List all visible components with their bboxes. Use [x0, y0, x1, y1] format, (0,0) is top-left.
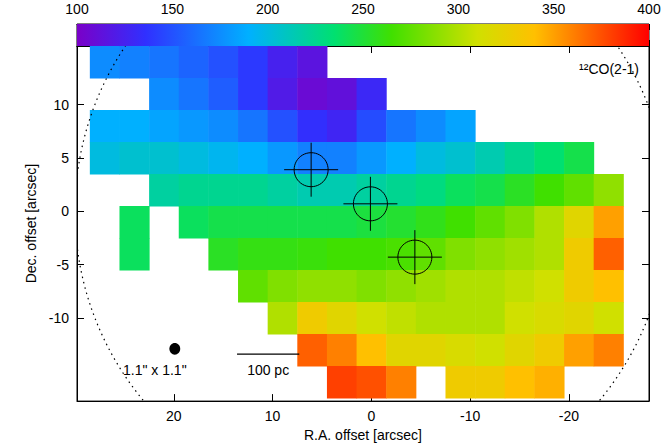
svg-text:400: 400 [637, 1, 661, 17]
svg-text:100: 100 [65, 1, 89, 17]
svg-text:250: 250 [351, 1, 375, 17]
svg-text:¹²CO(2-1): ¹²CO(2-1) [579, 61, 639, 77]
svg-text:0: 0 [61, 203, 69, 219]
svg-text:150: 150 [161, 1, 185, 17]
svg-text:1.1" x 1.1": 1.1" x 1.1" [123, 362, 187, 378]
svg-text:-10: -10 [49, 310, 69, 326]
svg-text:5: 5 [61, 150, 69, 166]
svg-text:-20: -20 [559, 408, 579, 424]
svg-text:-5: -5 [57, 257, 70, 273]
svg-text:300: 300 [447, 1, 471, 17]
svg-text:100 pc: 100 pc [247, 362, 289, 378]
svg-text:-10: -10 [460, 408, 480, 424]
svg-text:10: 10 [53, 97, 69, 113]
svg-text:0: 0 [367, 408, 375, 424]
svg-text:350: 350 [542, 1, 566, 17]
svg-text:10: 10 [265, 408, 281, 424]
svg-text:R.A. offset [arcsec]: R.A. offset [arcsec] [304, 427, 422, 443]
svg-text:200: 200 [256, 1, 280, 17]
svg-text:Dec. offset [arcsec]: Dec. offset [arcsec] [23, 164, 39, 284]
svg-text:20: 20 [166, 408, 182, 424]
